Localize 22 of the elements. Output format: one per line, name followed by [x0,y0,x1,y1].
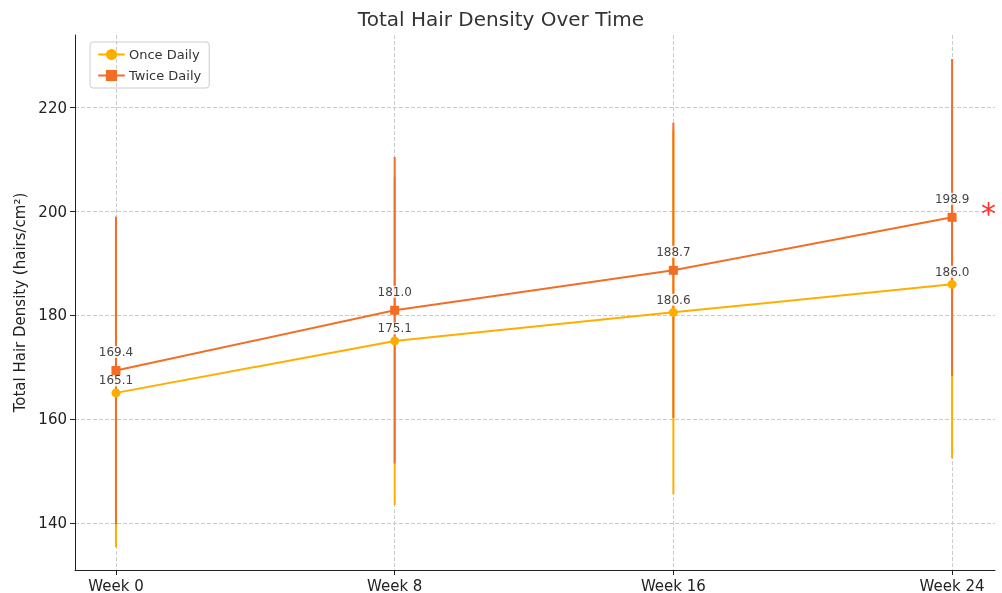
x-tick-label: Week 16 [640,576,706,593]
x-tick-label: Week 8 [366,576,423,593]
data-label: 181.0 [377,284,412,299]
data-label: 175.1 [377,321,412,336]
data-label: 180.6 [656,292,691,307]
y-tick-label: 160 [38,410,67,429]
legend-label: Once Daily [129,47,200,62]
y-tick-label: 200 [38,202,67,221]
x-tick-label: Week 24 [919,576,985,593]
chart-title: Total Hair Density Over Time [356,7,645,31]
annotation: * [981,195,997,231]
x-tick-label: Week 0 [88,576,144,593]
data-label: 198.9 [934,191,970,206]
legend-label: Twice Daily [128,68,202,83]
data-label: 169.4 [98,345,134,360]
data-label: 186.0 [934,264,970,279]
y-tick-label: 180 [38,306,67,325]
y-axis-title: Total Hair Density (hairs/cm²) [10,192,29,414]
y-tick-label: 220 [38,98,67,117]
data-label: 188.7 [656,244,691,259]
y-tick-label: 140 [38,514,67,533]
data-label: 165.1 [98,373,134,388]
